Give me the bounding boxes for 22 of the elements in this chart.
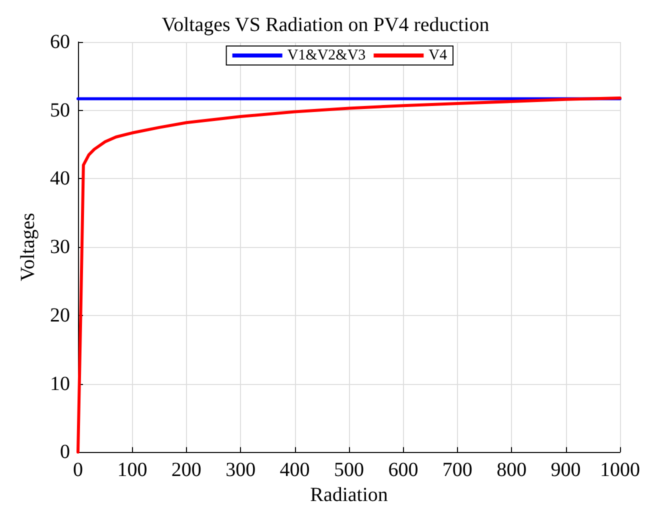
y-tick-label: 10 [50,372,70,395]
y-axis-title: Voltages [17,212,39,282]
x-tick-label: 1000 [600,459,640,482]
y-tick-label: 40 [50,168,70,190]
x-tick-label: 900 [550,459,581,482]
x-tick-label: 600 [388,459,418,482]
x-tick-label: 800 [496,459,527,482]
x-tick-label: 300 [226,459,256,482]
legend-label: V4 [428,48,448,64]
x-tick-label: 200 [171,459,202,482]
x-tick-label: 700 [442,459,472,482]
legend-label: V1&V2&V3 [287,48,366,64]
chart-title: Voltages VS Radiation on PV4 reduction [162,14,490,36]
y-tick-label: 20 [50,304,70,326]
x-tick-label: 400 [280,459,310,482]
x-axis-title: Radiation [310,484,388,506]
x-tick-label: 500 [334,459,364,482]
x-tick-label: 100 [117,459,148,482]
y-tick-label: 50 [50,99,70,122]
y-tick-label: 0 [60,441,70,464]
y-tick-label: 60 [50,31,70,53]
y-tick-label: 30 [50,236,70,258]
